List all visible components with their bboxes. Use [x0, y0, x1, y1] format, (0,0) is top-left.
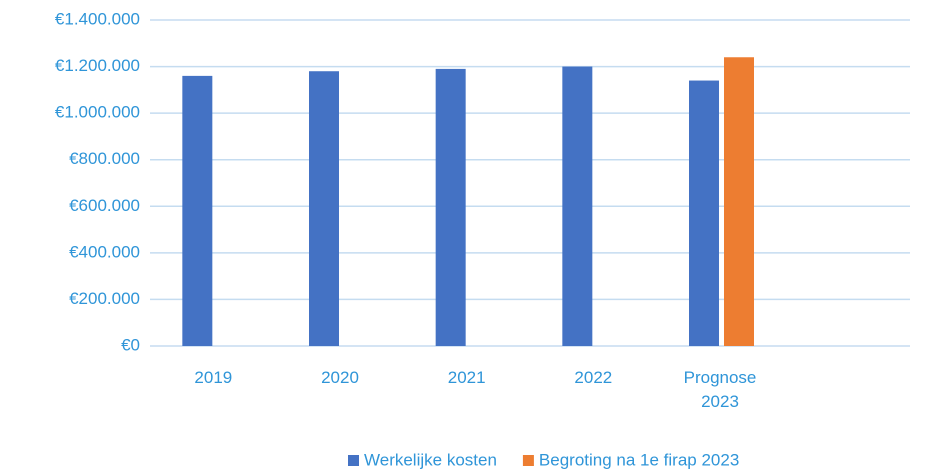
- y-tick-label: €400.000: [69, 242, 140, 261]
- y-tick-label: €600.000: [69, 196, 140, 215]
- legend-swatch: [348, 455, 359, 466]
- y-tick-label: €1.200.000: [55, 56, 140, 75]
- y-tick-label: €200.000: [69, 289, 140, 308]
- y-tick-label: €0: [121, 335, 140, 354]
- bar: [724, 57, 754, 346]
- bar: [689, 80, 719, 347]
- bar: [435, 68, 466, 347]
- y-tick-label: €800.000: [69, 149, 140, 168]
- legend-label: Werkelijke kosten: [364, 450, 497, 469]
- x-tick-label: 2022: [574, 368, 613, 387]
- y-tick-label: €1.400.000: [55, 9, 140, 28]
- legend-swatch: [522, 455, 534, 466]
- x-tick-label: 2021: [447, 368, 486, 387]
- x-tick-label: Prognose 2023: [683, 368, 757, 411]
- bar: [182, 75, 213, 346]
- x-tick-label: 2019: [194, 368, 233, 387]
- bar: [562, 66, 593, 347]
- bar: [309, 71, 339, 346]
- y-tick-label: €1.000.000: [55, 103, 140, 122]
- legend-label: Begroting na 1e firap 2023: [539, 450, 739, 469]
- x-tick-label: 2020: [321, 368, 359, 387]
